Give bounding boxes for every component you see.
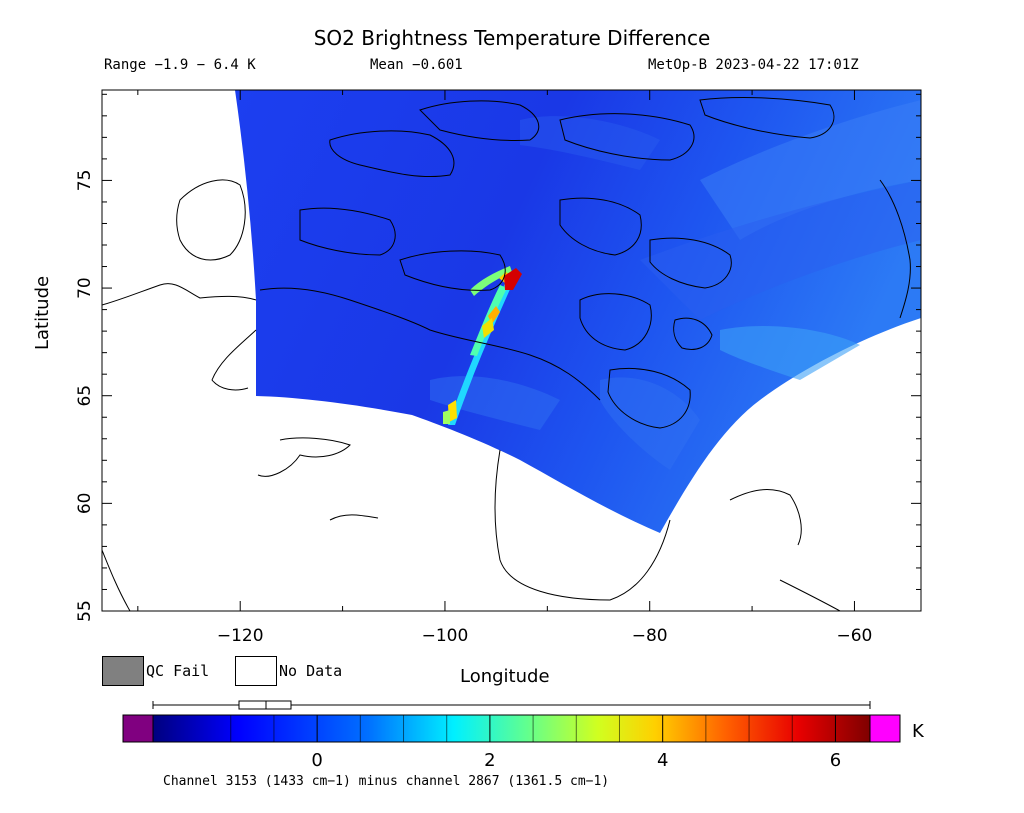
y-tick-label: 70 bbox=[75, 277, 95, 299]
x-tick-label: −80 bbox=[632, 626, 668, 646]
qc-fail-label: QC Fail bbox=[146, 662, 210, 680]
colorbar-range-indicator bbox=[152, 700, 871, 710]
y-tick-label: 55 bbox=[75, 600, 95, 622]
colorbar-unit: K bbox=[912, 721, 924, 742]
colorbar: 0 2 4 6 bbox=[122, 714, 901, 771]
channel-footnote: Channel 3153 (1433 cm−1) minus channel 2… bbox=[163, 774, 610, 789]
chart-title: SO2 Brightness Temperature Difference bbox=[313, 26, 711, 50]
y-axis-label: Latitude bbox=[32, 275, 53, 350]
coastlines bbox=[102, 97, 911, 611]
colorbar-tick-label: 2 bbox=[484, 750, 495, 771]
colorbar-over-swatch bbox=[869, 714, 901, 743]
y-tick-label: 60 bbox=[75, 493, 95, 515]
range-text: Range −1.9 − 6.4 K bbox=[104, 57, 256, 73]
no-data-label: No Data bbox=[279, 662, 343, 680]
x-tick-label: −120 bbox=[217, 626, 264, 646]
colorbar-under-swatch bbox=[122, 714, 154, 743]
y-axis: 55 60 65 70 75 bbox=[75, 93, 921, 622]
x-tick-label: −100 bbox=[422, 626, 469, 646]
y-tick-label: 65 bbox=[75, 385, 95, 407]
mean-text: Mean −0.601 bbox=[370, 57, 463, 73]
so2-plume bbox=[443, 266, 522, 425]
qc-fail-swatch bbox=[102, 656, 144, 686]
plot-frame bbox=[101, 89, 922, 612]
x-axis-label: Longitude bbox=[460, 666, 550, 687]
map-area bbox=[102, 90, 921, 611]
colorbar-tick-label: 6 bbox=[830, 750, 841, 771]
colorbar-tick-label: 4 bbox=[657, 750, 668, 771]
x-axis: −120 −100 −80 −60 bbox=[137, 90, 873, 646]
colorbar-gradient bbox=[152, 714, 871, 743]
colorbar-tick-label: 0 bbox=[311, 750, 322, 771]
y-tick-label: 75 bbox=[75, 170, 95, 192]
no-data-swatch bbox=[235, 656, 277, 686]
satellite-time-text: MetOp-B 2023-04-22 17:01Z bbox=[648, 57, 859, 73]
x-tick-label: −60 bbox=[837, 626, 873, 646]
